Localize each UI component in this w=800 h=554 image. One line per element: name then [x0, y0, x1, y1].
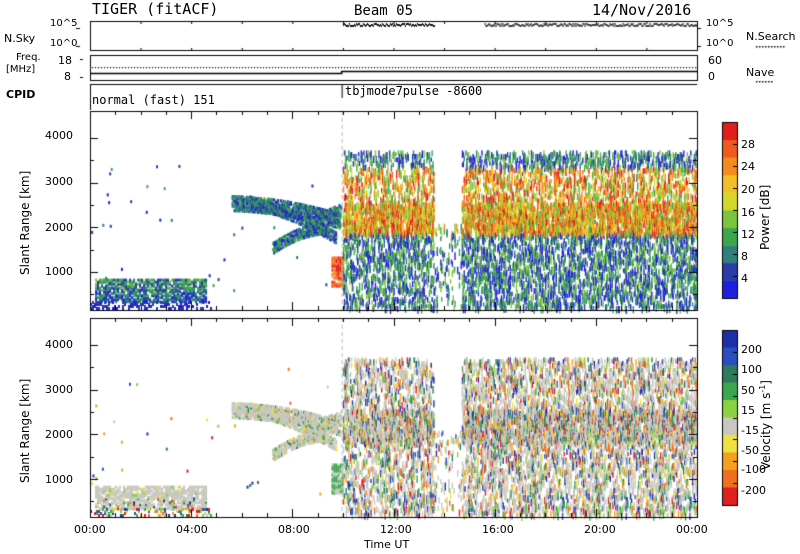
power-colorbar-label: Power [dB] [758, 184, 772, 250]
cpid-segment-2: tbjmode7pulse -8600 [345, 84, 483, 98]
power-ylabel: Slant Range [km] [18, 170, 32, 275]
xtick-2400: 00:00 [676, 523, 708, 536]
power-ytick-1000: 1000 [45, 265, 73, 278]
nsearch-label: N.Search [746, 30, 796, 43]
noise-tick-high-left: 10^5 [50, 18, 78, 29]
velocity-colorbar-label-text: Velocity [m s [759, 392, 773, 470]
xtick-0800: 08:00 [278, 523, 310, 536]
velocity-colorbar-label: Velocity [m s-1] [758, 380, 773, 470]
noise-tick-high-right: 10^5 [706, 18, 734, 29]
velocity-ylabel: Slant Range [km] [18, 378, 32, 483]
xtick-0400: 04:00 [176, 523, 208, 536]
freq-unit-label: [MHz] [6, 64, 36, 75]
velocity-cb-tick-neg100: -100 [741, 463, 766, 476]
power-ytick-4000: 4000 [45, 129, 73, 142]
velocity-colorbar-label-end: ] [759, 380, 773, 385]
xlabel-time: Time UT [364, 538, 410, 551]
radar-title: TIGER (fitACF) [92, 0, 219, 18]
power-cb-tick-24: 24 [741, 160, 755, 173]
power-cb-tick-28: 28 [741, 138, 755, 151]
noise-tick-low-left: 10^0 [50, 38, 78, 49]
velocity-cb-tick-15: 15 [741, 404, 755, 417]
velocity-ytick-4000: 4000 [45, 338, 73, 351]
power-ytick-2000: 2000 [45, 221, 73, 234]
velocity-cb-tick-neg50: -50 [741, 444, 759, 457]
power-cb-tick-4: 4 [741, 272, 748, 285]
freq-tick-high: 18 [58, 54, 72, 67]
velocity-cb-tick-100: 100 [741, 363, 762, 376]
velocity-cb-tick-neg15: -15 [741, 424, 759, 437]
xtick-1600: 16:00 [482, 523, 514, 536]
noise-tick-low-right: 10^0 [706, 38, 734, 49]
nave-tick-high: 60 [708, 54, 722, 67]
power-cb-tick-12: 12 [741, 228, 755, 241]
velocity-cb-tick-50: 50 [741, 384, 755, 397]
velocity-cb-tick-200: 200 [741, 343, 762, 356]
xtick-0000: 00:00 [74, 523, 106, 536]
velocity-ytick-3000: 3000 [45, 383, 73, 396]
power-cb-tick-20: 20 [741, 183, 755, 196]
power-cb-tick-8: 8 [741, 250, 748, 263]
cpid-segment-1: normal (fast) 151 [92, 93, 215, 107]
velocity-colorbar-label-sup: -1 [758, 384, 767, 393]
power-cb-tick-16: 16 [741, 206, 755, 219]
xtick-2000: 20:00 [584, 523, 616, 536]
nsky-label: N.Sky [4, 32, 36, 45]
freq-tick-low: 8 [64, 70, 71, 83]
nave-label: Nave [746, 66, 775, 79]
xtick-1200: 12:00 [380, 523, 412, 536]
cpid-label: CPID [6, 88, 36, 101]
beam-label: Beam 05 [354, 3, 414, 19]
freq-label: Freq. [16, 52, 41, 63]
velocity-cb-tick-neg200: -200 [741, 484, 766, 497]
date-label: 14/Nov/2016 [592, 1, 692, 19]
nave-tick-low: 0 [708, 70, 715, 83]
velocity-ytick-2000: 2000 [45, 428, 73, 441]
velocity-ytick-1000: 1000 [45, 473, 73, 486]
power-ytick-3000: 3000 [45, 175, 73, 188]
